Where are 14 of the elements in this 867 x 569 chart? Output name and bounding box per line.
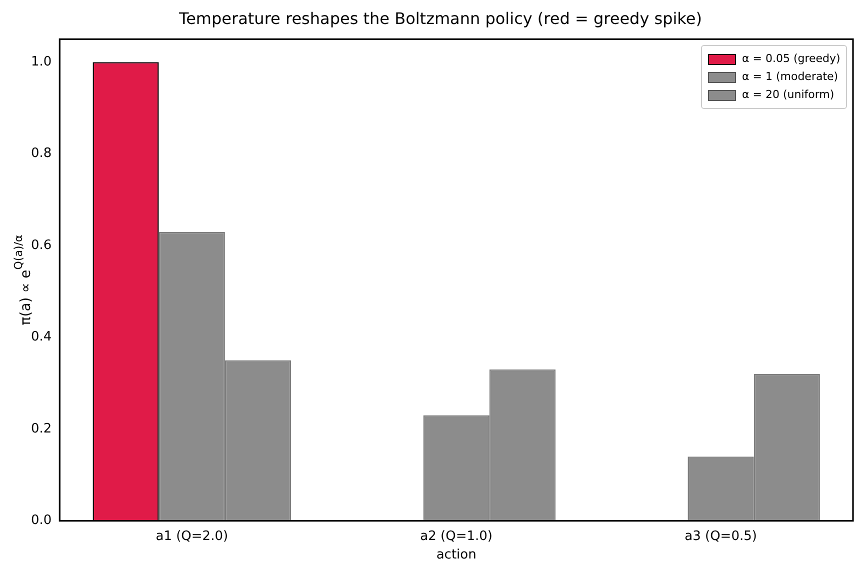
legend-label: α = 20 (uniform) — [742, 87, 834, 104]
legend-label: α = 0.05 (greedy) — [742, 51, 840, 68]
legend-label: α = 1 (moderate) — [742, 69, 838, 86]
y-tick-label: 0.6 — [30, 238, 52, 253]
x-tick-label: a2 (Q=1.0) — [420, 528, 492, 544]
y-tick-label: 0.0 — [30, 513, 52, 528]
x-tick-label: a3 (Q=0.5) — [684, 528, 757, 544]
chart-title: Temperature reshapes the Boltzmann policy (red = greedy spike) — [178, 8, 702, 28]
x-tick-label: a1 (Q=2.0) — [156, 528, 228, 544]
y-tick-label: 0.8 — [30, 146, 52, 162]
x-axis-title: action — [436, 548, 476, 563]
y-tick-label: 0.4 — [30, 330, 52, 345]
y-tick-label: 0.2 — [30, 421, 52, 436]
y-tick-label: 1.0 — [30, 54, 52, 70]
